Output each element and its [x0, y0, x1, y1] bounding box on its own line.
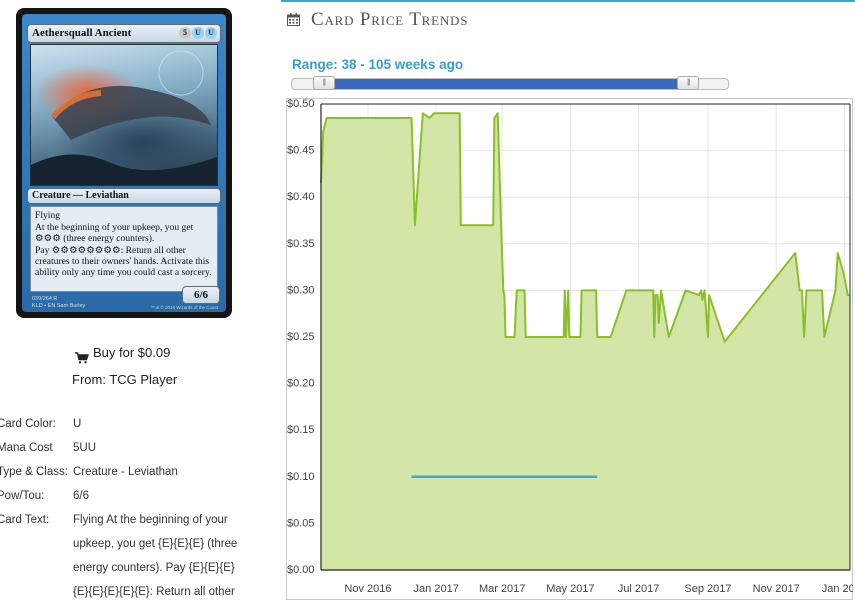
y-tick-label: $0.25	[287, 331, 315, 343]
card-power-toughness: 6/6	[182, 286, 220, 304]
card-details-table: Card Color: U Mana Cost 5UU Type & Class…	[0, 412, 241, 604]
buy-source: From: TCG Player	[72, 372, 178, 387]
price-line	[320, 112, 850, 343]
y-axis: $0.00 $0.05 $0.10 $0.15 $0.20 $0.25 $0.30 $0.35…	[287, 98, 315, 576]
x-tick-label: Jan 2017	[414, 583, 459, 595]
detail-row-color: Card Color: U	[0, 412, 241, 436]
detail-label: Card Text:	[0, 514, 50, 526]
card-image: Aethersquall Ancient 5 U U Creature — Le…	[16, 8, 232, 318]
mana-symbol-generic-icon: 5	[179, 27, 191, 39]
price-area	[321, 113, 850, 571]
y-tick-label: $0.10	[287, 471, 315, 483]
price-chart[interactable]: $0.00 $0.05 $0.10 $0.15 $0.20 $0.25 $0.30 $0.35…	[286, 98, 853, 600]
y-tick-label: $0.20	[287, 378, 315, 390]
card-rules-line: Pay ⚙⚙⚙⚙⚙⚙⚙⚙: Return all other creatures…	[35, 245, 212, 278]
card-rules-line: At the beginning of your upkeep, you get…	[35, 222, 194, 244]
mana-symbol-blue-icon: U	[192, 27, 204, 39]
x-tick-label: Jul 2017	[618, 583, 660, 595]
x-tick-label: Nov 2016	[344, 583, 391, 595]
plot-area	[320, 103, 851, 571]
card-artist: Sam Burley	[56, 303, 86, 309]
slider-handle-end[interactable]: |||	[677, 76, 700, 90]
detail-value: Flying At the beginning of your upkeep, …	[73, 514, 238, 598]
detail-label: Pow/Tou:	[0, 490, 45, 502]
card-rules-line: Flying	[35, 210, 61, 221]
y-tick-label: $0.00	[287, 564, 315, 576]
card-collector-number: 039/264 R	[32, 296, 58, 302]
section-divider	[281, 0, 855, 2]
card-collector-info: 039/264 R KLD • EN Sam Burley	[32, 296, 85, 310]
range-label: Range: 38 - 105 weeks ago	[292, 57, 464, 72]
calendar-icon	[287, 13, 300, 26]
y-tick-label: $0.45	[287, 145, 315, 157]
mana-cost-symbols: 5 U U	[179, 27, 217, 39]
y-tick-label: $0.50	[287, 98, 315, 110]
x-axis: Nov 2016 Jan 2017 Mar 2017 May 2017 Jul 2017…	[344, 583, 853, 595]
detail-label: Card Color:	[0, 418, 56, 430]
range-slider[interactable]: ||| |||	[291, 76, 729, 90]
x-tick-label: Sep 2017	[684, 583, 731, 595]
card-artwork	[30, 44, 218, 186]
detail-row-card-text: Card Text: Flying At the beginning of yo…	[0, 508, 241, 604]
detail-label: Type & Class:	[0, 466, 68, 478]
shopping-cart-icon[interactable]	[75, 352, 89, 364]
card-copyright: ™ & © 2016 Wizards of the Coast	[150, 305, 218, 310]
y-tick-label: $0.15	[287, 424, 315, 436]
y-tick-label: $0.30	[287, 284, 315, 296]
mana-symbol-blue-icon: U	[205, 27, 217, 39]
slider-handle-start[interactable]: |||	[312, 76, 335, 90]
detail-row-mana-cost: Mana Cost 5UU	[0, 436, 241, 460]
detail-row-type: Type & Class: Creature - Leviathan	[0, 460, 241, 484]
detail-value: Creature - Leviathan	[73, 466, 178, 478]
card-type-line: Creature — Leviathan	[32, 190, 129, 201]
y-tick-label: $0.05	[287, 517, 315, 529]
y-tick-label: $0.35	[287, 238, 315, 250]
section-title: Card Price Trends	[311, 9, 469, 30]
detail-value: 5UU	[73, 442, 97, 454]
card-name-bar: Aethersquall Ancient 5 U U	[27, 24, 221, 43]
slider-selected-range	[323, 79, 689, 89]
card-type-bar: Creature — Leviathan	[27, 188, 221, 204]
x-tick-label: Nov 2017	[753, 583, 800, 595]
detail-value: 6/6	[73, 490, 89, 502]
detail-row-pow-tou: Pow/Tou: 6/6	[0, 484, 241, 508]
detail-value: U	[73, 418, 82, 430]
card-name: Aethersquall Ancient	[32, 27, 132, 39]
x-tick-label: Mar 2017	[479, 583, 525, 595]
x-tick-label: May 2017	[546, 583, 594, 595]
card-set-info: KLD • EN	[32, 303, 56, 309]
leviathan-artwork-icon	[31, 50, 217, 185]
detail-label: Mana Cost	[0, 442, 53, 454]
x-tick-label: Jan 2018	[822, 583, 853, 595]
card-rules-text: Flying At the beginning of your upkeep, …	[30, 206, 218, 292]
y-tick-label: $0.40	[287, 191, 315, 203]
buy-link[interactable]: Buy for $0.09	[93, 345, 171, 360]
